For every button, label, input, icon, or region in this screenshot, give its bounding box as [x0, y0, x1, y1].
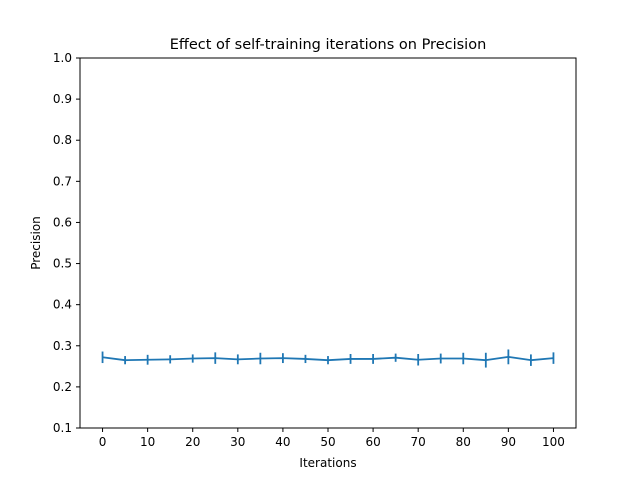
y-tick-label: 0.6 [53, 215, 72, 229]
y-axis-label: Precision [29, 216, 43, 270]
x-tick-label: 90 [501, 435, 516, 449]
x-tick-label: 100 [542, 435, 565, 449]
x-tick-label: 40 [275, 435, 290, 449]
y-tick-label: 0.4 [53, 298, 72, 312]
x-tick-label: 80 [456, 435, 471, 449]
series-layer [101, 349, 555, 368]
x-tick-label: 50 [320, 435, 335, 449]
y-axis-ticks: 0.1 0.2 0.3 0.4 0.5 0.6 0.7 0.8 0.9 1.0 [53, 51, 80, 435]
x-tick-label: 20 [185, 435, 200, 449]
y-tick-label: 0.8 [53, 133, 72, 147]
x-tick-label: 70 [411, 435, 426, 449]
x-axis-ticks: 0 10 20 30 40 50 60 70 80 90 100 [99, 428, 565, 449]
chart-title: Effect of self-training iterations on Pr… [170, 37, 487, 53]
y-tick-label: 0.2 [53, 380, 72, 394]
x-tick-label: 30 [230, 435, 245, 449]
y-tick-label: 0.7 [53, 174, 72, 188]
y-tick-label: 0.3 [53, 339, 72, 353]
y-tick-label: 1.0 [53, 51, 72, 65]
y-tick-label: 0.1 [53, 421, 72, 435]
y-tick-label: 0.9 [53, 92, 72, 106]
y-tick-label: 0.5 [53, 257, 72, 271]
x-tick-label: 10 [140, 435, 155, 449]
x-tick-label: 60 [365, 435, 380, 449]
x-axis-label: Iterations [299, 456, 356, 470]
x-tick-label: 0 [99, 435, 107, 449]
